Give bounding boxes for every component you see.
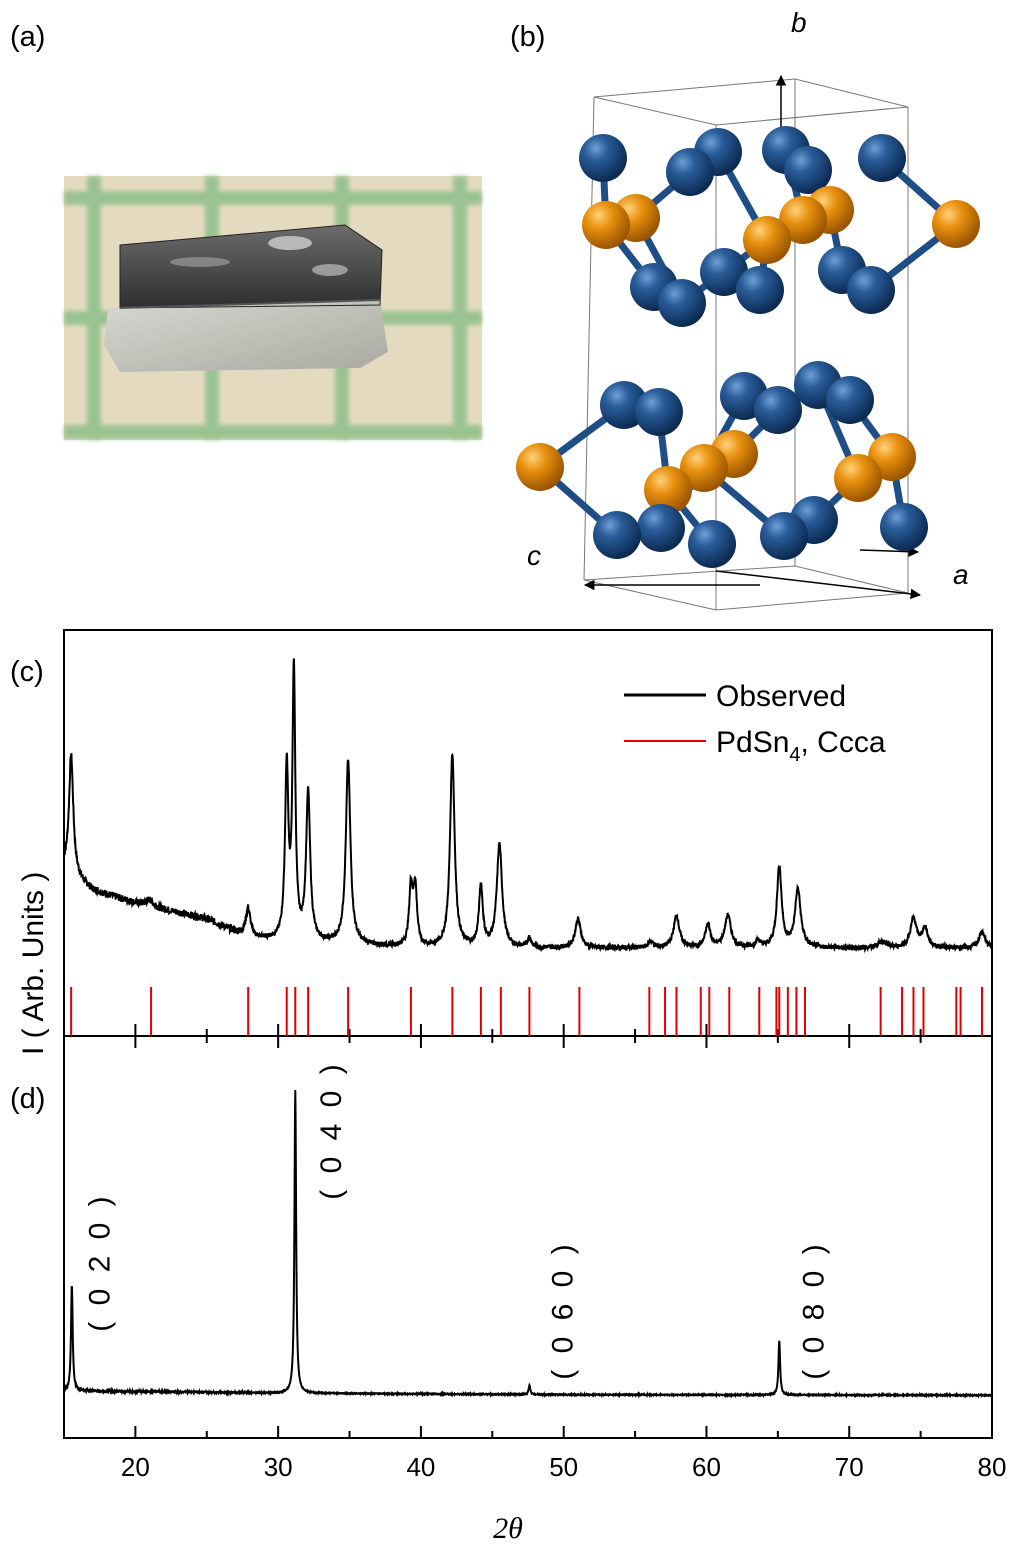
- x-tick-label: 80: [978, 1452, 1007, 1482]
- pd-atom: [582, 201, 630, 249]
- panel-label-b: (b): [510, 21, 545, 53]
- crystal-sample: [104, 224, 388, 372]
- legend-label-reference-main: PdSn: [716, 726, 789, 759]
- atoms: [516, 126, 980, 568]
- x-tick-label: 30: [264, 1452, 293, 1482]
- series-observed-d: [63, 1090, 993, 1399]
- sn-atom: [760, 512, 808, 560]
- sn-atom: [754, 386, 802, 434]
- axis-a-arrow-short: [859, 546, 920, 557]
- x-tick-label: 50: [549, 1452, 578, 1482]
- legend-label-reference-sub: 4: [789, 744, 800, 766]
- sn-atom: [637, 504, 685, 552]
- x-axis-label: 2θ: [493, 1512, 523, 1545]
- series-observed-c: [63, 658, 993, 954]
- pd-atom: [644, 466, 692, 514]
- y-axis-label: I ( Arb. Units ): [17, 872, 50, 1055]
- sn-atom: [858, 134, 906, 182]
- hkl-label: ( 0 8 0 ): [798, 1240, 831, 1379]
- sn-atom: [784, 146, 832, 194]
- hkl-annotations: ( 0 2 0 ) ( 0 4 0 ) ( 0 6 0 ) ( 0 8 0 ): [84, 1060, 831, 1379]
- axis-label-a: a: [953, 559, 969, 590]
- x-tick-label: 20: [121, 1452, 150, 1482]
- sn-atom: [736, 266, 784, 314]
- pd-atom: [516, 443, 564, 491]
- x-tick-label: 60: [692, 1452, 721, 1482]
- sn-atom: [700, 248, 748, 296]
- series-reference-ticks: [70, 987, 984, 1036]
- sn-atom: [658, 279, 706, 327]
- panel-label-d: (d): [10, 1083, 45, 1115]
- panel-label-a: (a): [10, 21, 45, 53]
- hkl-label: ( 0 4 0 ): [315, 1060, 348, 1199]
- pd-atom: [680, 444, 728, 492]
- x-tick-label: 40: [406, 1452, 435, 1482]
- panel-label-c: (c): [10, 656, 44, 688]
- sn-atom: [847, 266, 895, 314]
- hkl-label: ( 0 6 0 ): [546, 1240, 579, 1379]
- x-tick-label: 70: [835, 1452, 864, 1482]
- hkl-label: ( 0 2 0 ): [84, 1192, 117, 1331]
- sn-atom: [579, 134, 627, 182]
- axis-label-c: c: [527, 540, 541, 571]
- axis-a-arrow: [715, 570, 922, 600]
- sn-atom: [635, 388, 683, 436]
- pd-atom: [743, 216, 791, 264]
- pd-atom: [779, 196, 827, 244]
- pd-atom: [834, 454, 882, 502]
- sn-atom: [666, 148, 714, 196]
- legend: Observed PdSn4, Ccca: [624, 680, 886, 766]
- sn-atom: [688, 520, 736, 568]
- sample-photo: [64, 176, 482, 440]
- xrd-chart: (c) (d) 20 30 40 50 60 70 80 ( 0 2 0 ) ( 0 4 0 …: [10, 629, 1007, 1545]
- sn-atom: [593, 511, 641, 559]
- pd-atom: [932, 200, 980, 248]
- x-axis-ticks: [63, 1024, 993, 1438]
- legend-label-reference-rest: , Ccca: [801, 726, 886, 759]
- legend-label-observed: Observed: [716, 680, 846, 713]
- legend-label-reference: PdSn4, Ccca: [716, 726, 886, 766]
- crystal-structure: b c a: [516, 7, 980, 611]
- axis-label-b: b: [791, 7, 807, 38]
- sn-atom: [880, 503, 928, 551]
- x-axis-tick-labels: 20 30 40 50 60 70 80: [121, 1452, 1007, 1482]
- sn-atom: [826, 376, 874, 424]
